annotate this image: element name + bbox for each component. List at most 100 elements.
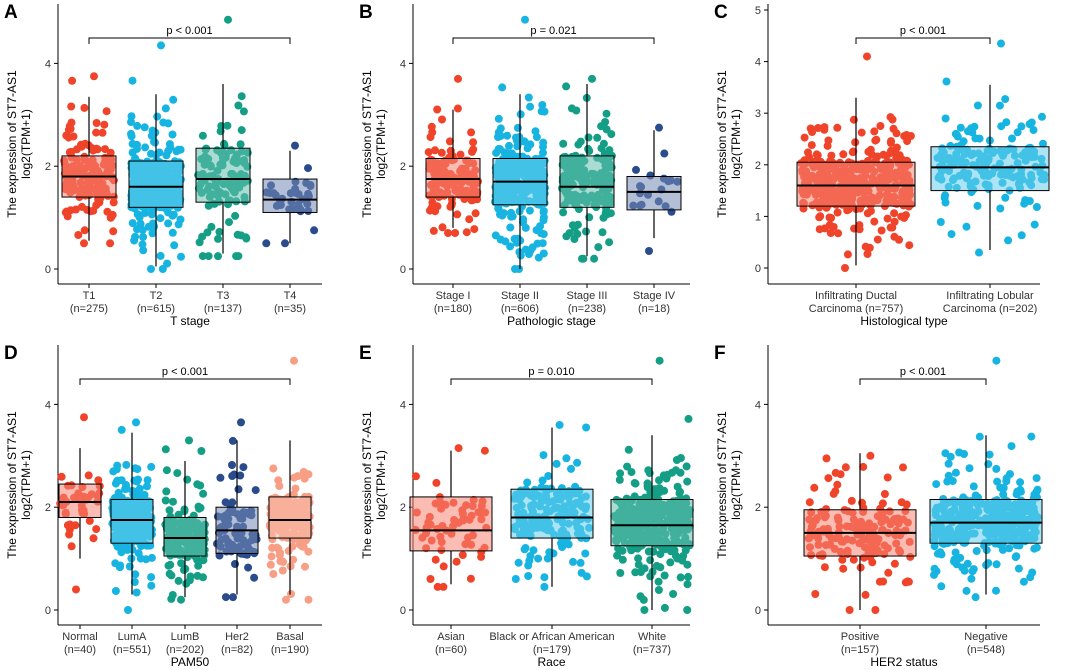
data-point — [636, 568, 645, 576]
data-point — [165, 506, 174, 515]
data-point — [162, 466, 171, 475]
data-point — [71, 521, 80, 530]
data-point — [1027, 432, 1036, 441]
data-point — [656, 550, 665, 559]
group-2: Stage III(n=238) — [558, 74, 616, 315]
data-point — [250, 573, 259, 582]
data-point — [613, 551, 622, 560]
data-point — [65, 122, 74, 131]
data-point — [301, 562, 309, 571]
data-point-min — [80, 239, 88, 248]
data-point — [969, 482, 978, 491]
data-point — [838, 555, 847, 564]
data-point — [539, 216, 548, 225]
data-point — [654, 577, 663, 586]
data-point — [239, 463, 248, 472]
x-tick-label: Asian — [437, 631, 465, 643]
data-point — [823, 141, 832, 150]
data-point — [683, 606, 692, 614]
data-point — [559, 139, 568, 148]
data-point — [623, 462, 632, 471]
data-point — [480, 446, 489, 455]
data-point — [1030, 544, 1039, 553]
y-tick-label: 2 — [45, 161, 51, 173]
data-point — [827, 214, 836, 222]
data-point — [811, 590, 820, 598]
data-point — [237, 92, 246, 101]
data-point — [905, 241, 914, 250]
x-tick-label: Normal — [62, 631, 97, 643]
data-point — [147, 131, 156, 140]
y-tick-label: 3 — [755, 108, 761, 120]
data-point-min — [971, 593, 980, 602]
data-point — [109, 198, 118, 207]
group-2: T3(n=137) — [194, 15, 252, 315]
data-point — [106, 148, 115, 157]
data-point — [237, 126, 246, 135]
data-point — [437, 148, 446, 157]
data-point — [199, 573, 207, 582]
data-point — [147, 581, 156, 590]
data-point — [602, 109, 611, 118]
data-point — [540, 107, 549, 116]
y-tick-label: 4 — [45, 399, 51, 411]
data-point — [274, 476, 283, 485]
data-point — [193, 556, 202, 565]
data-point — [660, 571, 669, 580]
data-point — [601, 208, 610, 217]
data-point — [162, 487, 171, 496]
x-tick-n: (n=551) — [113, 644, 151, 656]
data-point — [533, 239, 542, 248]
x-tick-label: Stage I — [436, 290, 471, 302]
box — [262, 178, 318, 213]
x-tick-n: (n=35) — [274, 303, 306, 315]
data-point — [883, 473, 892, 482]
data-point — [438, 115, 446, 124]
data-point — [139, 233, 148, 241]
data-point — [182, 579, 191, 588]
data-point — [304, 595, 313, 604]
data-point — [453, 210, 462, 219]
data-point — [153, 112, 162, 121]
data-point — [887, 147, 896, 156]
data-point-max — [224, 15, 232, 24]
box — [409, 496, 493, 552]
data-point-max — [992, 356, 1001, 365]
y-tick-label: 4 — [755, 57, 761, 69]
data-point — [822, 454, 831, 463]
data-point — [529, 546, 538, 555]
data-point — [521, 223, 530, 232]
panel-letter: B — [359, 2, 373, 23]
data-point — [941, 114, 950, 123]
data-point — [289, 555, 298, 564]
data-point — [539, 451, 548, 460]
data-point-min — [640, 606, 649, 614]
data-point — [164, 219, 173, 228]
data-point — [1017, 122, 1026, 131]
data-point — [168, 228, 177, 237]
data-point — [163, 259, 172, 268]
data-point — [276, 557, 285, 566]
panel-e: E The expression of ST7-AS1 log2(TPM+1) 0 2 4… — [359, 343, 694, 669]
data-point — [662, 474, 671, 483]
x-tick-label: Negative — [964, 631, 1007, 643]
data-point-min — [281, 239, 289, 248]
data-point — [519, 215, 528, 224]
x-tick-label: Stage III — [567, 290, 608, 302]
data-point — [125, 562, 134, 571]
data-point — [438, 223, 447, 232]
data-point — [810, 483, 819, 492]
data-point-max — [655, 356, 664, 365]
data-point — [899, 463, 907, 472]
data-point — [89, 146, 98, 155]
data-point — [269, 464, 278, 473]
data-point — [432, 478, 441, 487]
data-point — [133, 121, 142, 130]
data-point — [1002, 474, 1011, 483]
data-point-max — [866, 451, 875, 460]
data-point — [646, 556, 655, 565]
data-point — [510, 234, 519, 243]
y-axis-label-line1: The expression of ST7-AS1 — [5, 411, 19, 559]
data-point — [839, 150, 848, 159]
data-point — [231, 211, 240, 220]
